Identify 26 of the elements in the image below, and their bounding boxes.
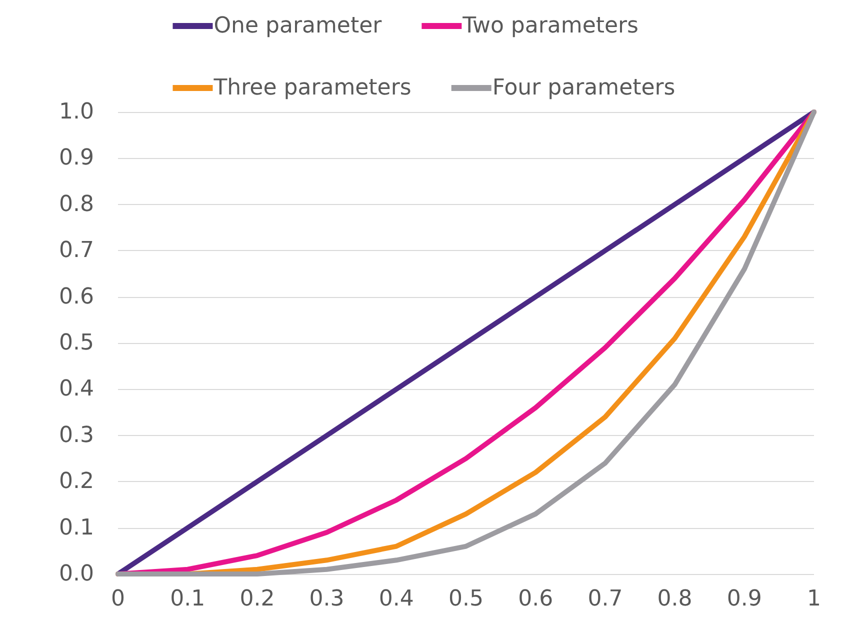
y-tick-label: 0.7 — [59, 238, 94, 264]
y-tick-label: 0.3 — [59, 422, 94, 448]
legend-label: Two parameters — [462, 14, 639, 38]
y-tick-label: 0.1 — [59, 515, 94, 540]
x-tick-label: 1 — [807, 586, 821, 612]
x-tick-label: 0.8 — [657, 586, 692, 612]
y-tick-label: 0.0 — [59, 562, 94, 586]
y-tick-label: 0.6 — [59, 284, 94, 310]
x-tick-label: 0.7 — [588, 586, 623, 612]
y-tick-label: 0.2 — [59, 469, 94, 494]
x-tick-label: 0.6 — [518, 586, 554, 612]
y-tick-label: 0.4 — [59, 376, 94, 402]
x-tick-label: 0.3 — [309, 586, 344, 612]
legend-label: Three parameters — [212, 76, 412, 100]
x-tick-label: 0.5 — [448, 586, 484, 612]
y-tick-label: 0.5 — [59, 330, 94, 356]
x-tick-label: 0.2 — [240, 586, 275, 612]
y-tick-label: 0.8 — [59, 192, 94, 217]
legend-label: One parameter — [214, 14, 383, 38]
x-tick-label: 0.9 — [726, 586, 762, 612]
legend-label: Four parameters — [492, 76, 676, 100]
x-tick-label: 0 — [111, 586, 125, 612]
x-tick-label: 0.4 — [378, 586, 414, 612]
y-tick-label: 0.9 — [59, 146, 94, 171]
y-tick-label: 1.0 — [59, 100, 94, 124]
x-tick-label: 0.1 — [170, 586, 206, 612]
